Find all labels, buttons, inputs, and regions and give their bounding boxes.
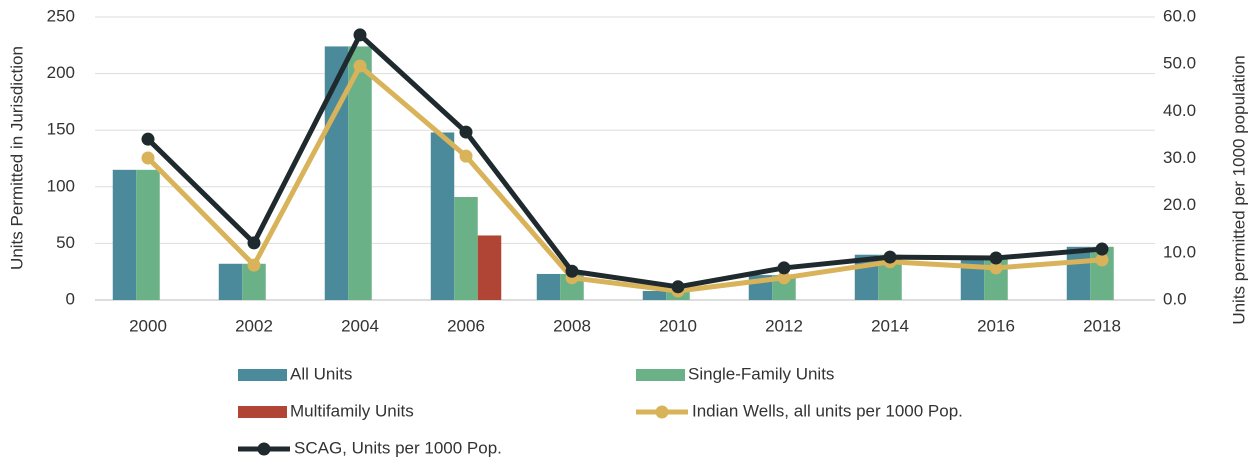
legend-swatch <box>238 369 287 381</box>
bar <box>242 263 266 300</box>
x-tick-label: 2014 <box>871 316 909 335</box>
x-tick-label: 2008 <box>553 316 591 335</box>
line-marker <box>141 151 155 165</box>
line-marker <box>141 132 155 146</box>
y2-tick-label: 50.0 <box>1163 54 1196 73</box>
x-tick-label: 2016 <box>977 316 1015 335</box>
x-tick-label: 2004 <box>341 316 379 335</box>
y-tick-label: 250 <box>47 6 75 25</box>
bar <box>136 169 160 300</box>
y2-tick-label: 0.0 <box>1163 289 1187 308</box>
legend-label: Indian Wells, all units per 1000 Pop. <box>692 401 963 420</box>
bar <box>218 263 243 300</box>
legend-label: All Units <box>290 364 352 383</box>
legend-label: SCAG, Units per 1000 Pop. <box>294 438 502 457</box>
line-marker <box>459 149 473 163</box>
bar <box>878 254 902 300</box>
y2-tick-label: 60.0 <box>1163 6 1196 25</box>
line-marker <box>247 236 261 250</box>
y2-tick-label: 40.0 <box>1163 101 1196 120</box>
legend-label: Multifamily Units <box>290 401 414 420</box>
line <box>146 63 1103 294</box>
y-tick-label: 200 <box>47 63 75 82</box>
bar <box>430 132 455 300</box>
line-marker <box>247 258 261 272</box>
line-marker <box>777 271 791 285</box>
y2-tick-label: 30.0 <box>1163 148 1196 167</box>
legend-marker <box>257 442 271 456</box>
y-axis-title: Units Permitted in Jurisdiction <box>7 46 26 270</box>
bar <box>112 169 137 300</box>
y-tick-label: 150 <box>47 120 75 139</box>
line-marker <box>1095 242 1109 256</box>
bar <box>1066 246 1091 300</box>
line-marker <box>459 125 473 139</box>
line-marker <box>989 261 1003 275</box>
bar <box>324 46 349 300</box>
line-marker <box>1095 253 1109 267</box>
line-marker <box>353 28 367 42</box>
y-tick-label: 0 <box>66 289 75 308</box>
line-marker <box>671 280 685 294</box>
bar <box>536 273 561 300</box>
bar <box>348 46 372 300</box>
line-marker <box>777 261 791 275</box>
y-tick-label: 50 <box>56 233 75 252</box>
legend-label: Single-Family Units <box>688 364 834 383</box>
line-marker <box>883 250 897 264</box>
bar <box>454 196 478 300</box>
x-tick-label: 2018 <box>1083 316 1121 335</box>
x-tick-label: 2010 <box>659 316 697 335</box>
y2-axis-title: Units permitted per 1000 population <box>1229 55 1248 324</box>
y-tick-label: 100 <box>47 176 75 195</box>
x-tick-label: 2006 <box>447 316 485 335</box>
y2-tick-label: 10.0 <box>1163 242 1196 261</box>
bar <box>772 275 796 300</box>
bar <box>477 235 502 300</box>
line-marker <box>565 264 579 278</box>
legend-swatch <box>636 369 685 381</box>
bar <box>642 290 667 300</box>
x-tick-label: 2012 <box>765 316 803 335</box>
legend-swatch <box>238 406 287 418</box>
y2-tick-label: 20.0 <box>1163 195 1196 214</box>
x-tick-label: 2000 <box>129 316 167 335</box>
line-marker <box>989 251 1003 265</box>
x-tick-label: 2002 <box>235 316 273 335</box>
legend-marker <box>655 405 669 419</box>
line-marker <box>353 59 367 73</box>
line <box>146 32 1103 290</box>
